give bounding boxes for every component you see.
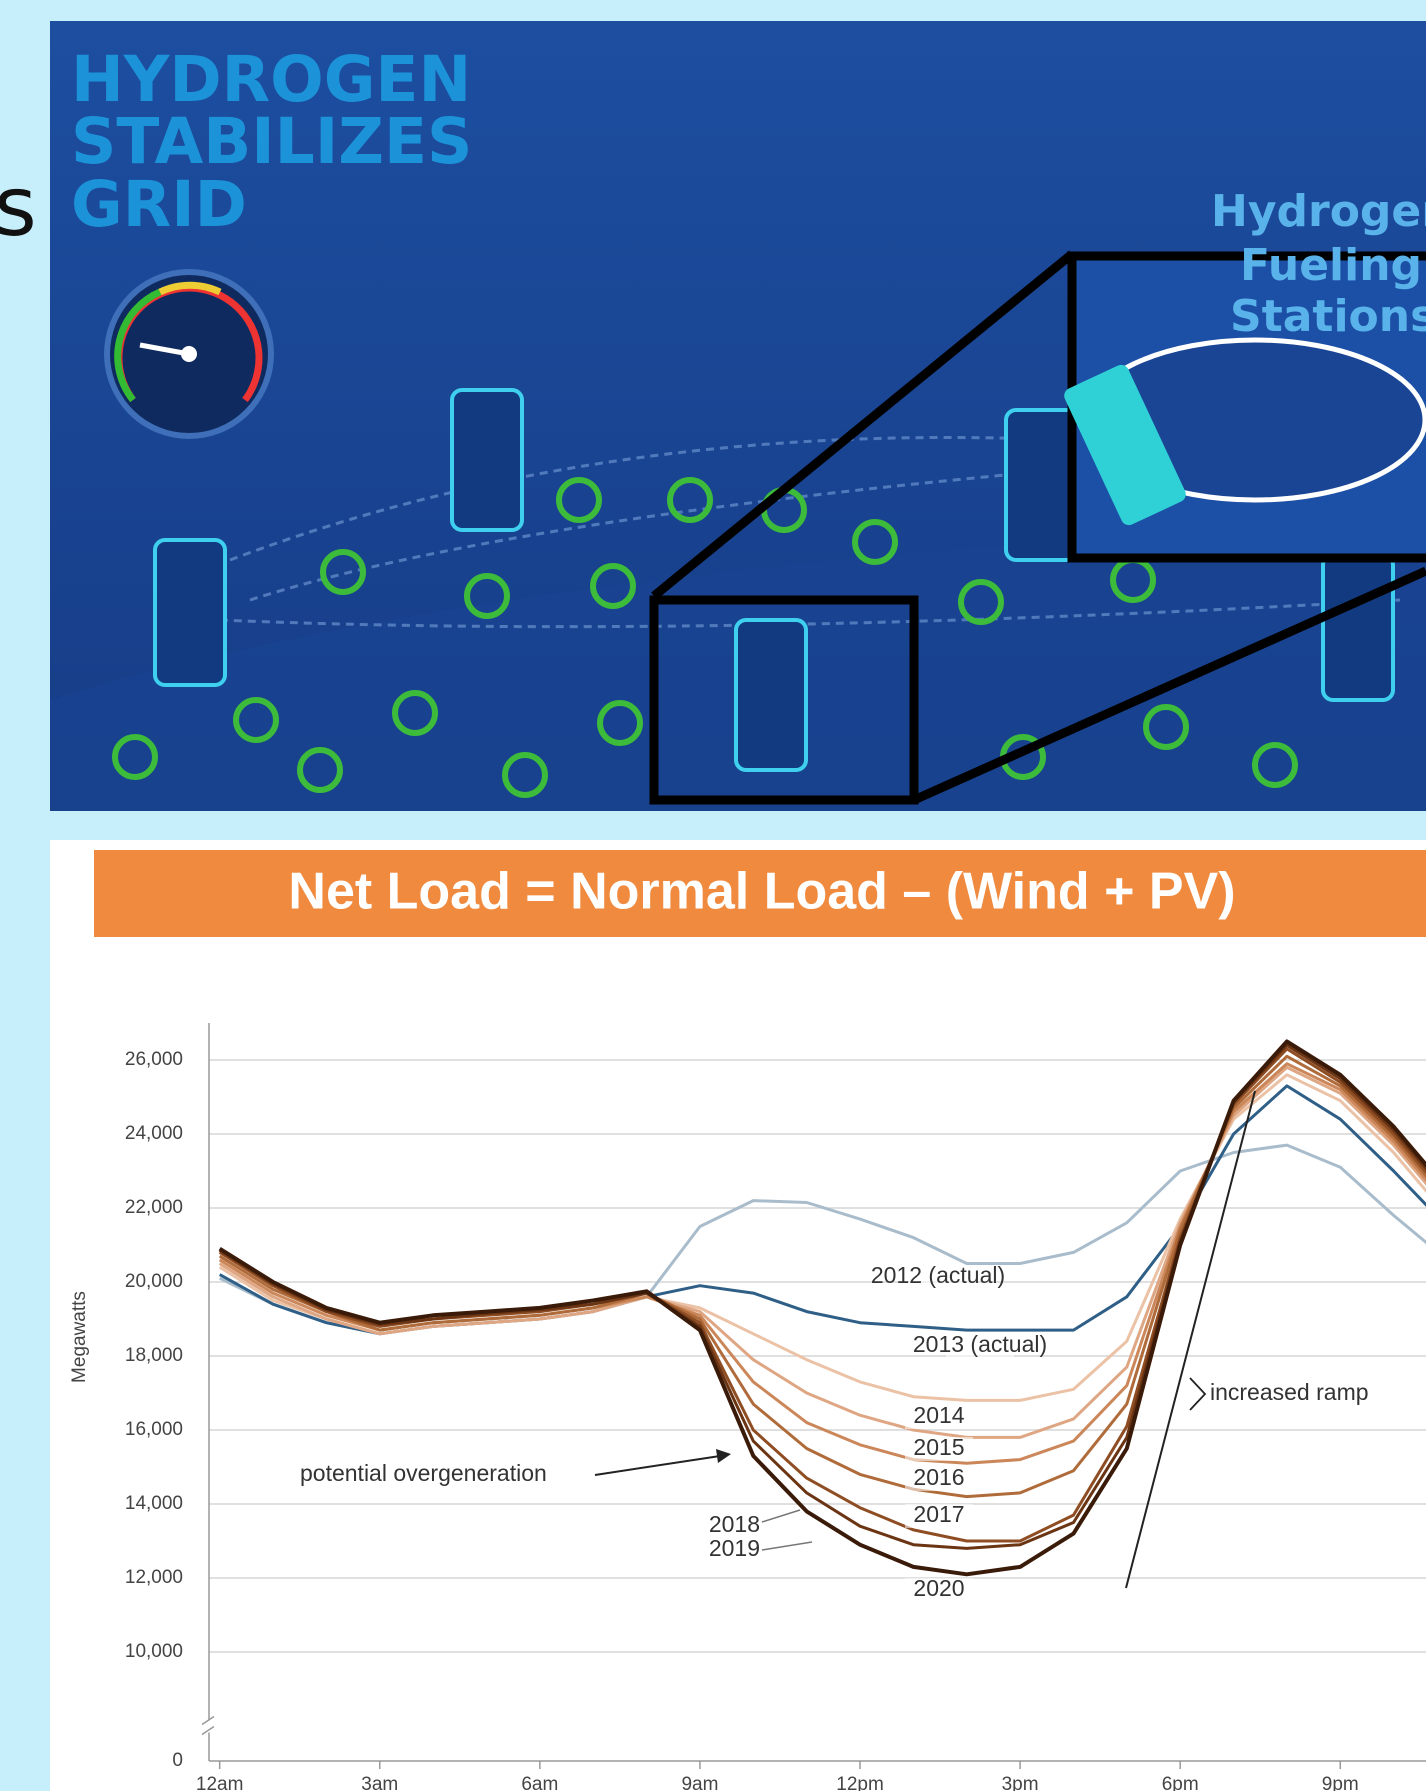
series-label-bg	[726, 1514, 794, 1538]
y-tick-label: 24,000	[125, 1123, 183, 1144]
series-label: 2020	[913, 1575, 964, 1601]
x-tick-label: 9am	[681, 1774, 718, 1791]
leader	[761, 1541, 813, 1551]
series-label-bg	[905, 1467, 973, 1491]
callout-line: Stations	[1230, 291, 1426, 342]
x-tick-label: 12pm	[836, 1774, 884, 1791]
annotation-arrow	[594, 1455, 721, 1476]
chart-title: Net Load = Normal Load – (Wind + PV)	[288, 863, 1235, 921]
series-label-bg	[905, 1405, 973, 1429]
x-tick-label: 3pm	[1002, 1774, 1039, 1791]
axis-break-gap	[203, 1720, 215, 1733]
annotation: potential overgeneration	[300, 1460, 547, 1486]
y-tick-label: 0	[172, 1750, 183, 1771]
y-tick-label: 18,000	[125, 1345, 183, 1366]
chart-panel	[50, 840, 1426, 1791]
plot: 0 10,000 12,000 14,000 16,000 18,000 20,000 22,…	[125, 1023, 1426, 1791]
series-label: 2013 (actual)	[913, 1331, 1047, 1357]
leader	[761, 1509, 801, 1523]
axis-break	[201, 1725, 215, 1736]
series-label-bg	[946, 1334, 1014, 1358]
hydrogen-tanks	[153, 388, 1395, 772]
x-tick-label: 3am	[361, 1774, 398, 1791]
arrow-head	[716, 1449, 731, 1463]
y-tick-label: 26,000	[125, 1049, 183, 1070]
brace	[1189, 1377, 1207, 1411]
series-label-bg	[905, 1437, 973, 1461]
callout-line: Hydrogen	[1211, 186, 1426, 237]
series-label-bg	[905, 1578, 973, 1602]
series-label: 2019	[709, 1535, 760, 1561]
illustration: HYDROGEN STABILIZES GRID Hydrogen Fuelin…	[50, 21, 1426, 811]
title-line: STABILIZES	[71, 105, 472, 178]
illustration-title: HYDROGEN STABILIZES GRID	[71, 43, 472, 241]
annotation: increased ramp	[1210, 1379, 1369, 1405]
y-tick-label: 22,000	[125, 1197, 183, 1218]
x-tick-label: 6am	[521, 1774, 558, 1791]
x-tick-label: 12am	[196, 1774, 244, 1791]
callout-line: Fueling	[1240, 240, 1422, 291]
edge-fragment: s	[0, 160, 37, 255]
y-tick-label: 12,000	[125, 1567, 183, 1588]
series-label-bg	[726, 1538, 794, 1562]
gauge	[104, 269, 274, 439]
series-line	[218, 1039, 1426, 1577]
y-axis-label: Megawatts	[69, 1291, 90, 1383]
series-line	[218, 1065, 1426, 1439]
series-label: 2016	[913, 1464, 964, 1490]
series-label: 2017	[913, 1501, 964, 1527]
series-label-bg	[904, 1265, 972, 1289]
y-tick-label: 10,000	[125, 1641, 183, 1662]
series-label-bg	[905, 1504, 973, 1528]
axis-break	[201, 1715, 215, 1726]
series-line	[218, 1054, 1426, 1499]
series-label: 2018	[709, 1511, 760, 1537]
series-label: 2014	[913, 1402, 964, 1428]
x-tick-label: 6pm	[1162, 1774, 1199, 1791]
title-line: HYDROGEN	[71, 43, 471, 116]
series-label: 2015	[913, 1434, 964, 1460]
callout	[649, 250, 1426, 805]
x-tick-label: 9pm	[1322, 1774, 1359, 1791]
y-tick-label: 20,000	[125, 1271, 183, 1292]
callout-label: Hydrogen Fueling Stations	[1211, 186, 1426, 342]
ramp-line	[1125, 1090, 1256, 1589]
series-label: 2012 (actual)	[871, 1262, 1005, 1288]
title-band	[94, 850, 1426, 937]
y-tick-label: 16,000	[125, 1419, 183, 1440]
y-tick-label: 14,000	[125, 1493, 183, 1514]
title-line: GRID	[71, 168, 247, 241]
